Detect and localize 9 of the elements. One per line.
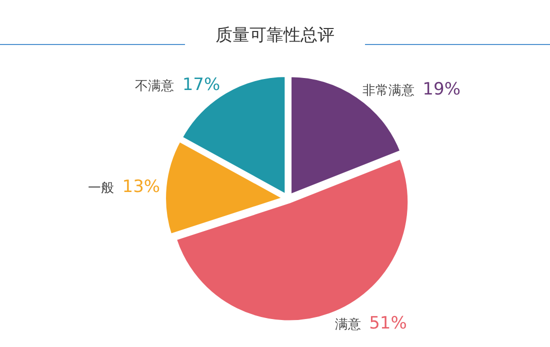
data-label: 13% xyxy=(122,176,160,197)
slice-label: 不满意 xyxy=(135,78,174,94)
slice-label: 满意 xyxy=(334,318,361,333)
data-label: 51% xyxy=(369,314,407,334)
data-label: 19% xyxy=(422,80,460,100)
data-label: 17% xyxy=(182,74,220,95)
slice-label: 非常满意 xyxy=(362,84,414,99)
slice-label: 一般 xyxy=(88,180,114,196)
chart-title: 质量可靠性总评 xyxy=(216,26,334,46)
